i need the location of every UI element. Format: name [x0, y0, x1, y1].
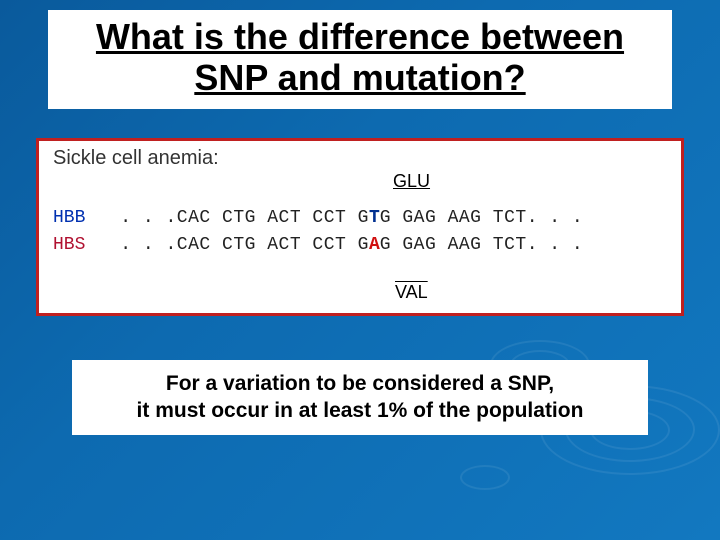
seq-suffix-2: G GAG AAG TCT. . . [380, 235, 583, 255]
title-line2: SNP and mutation? [194, 57, 525, 98]
mutation-base-hbs: A [369, 235, 380, 255]
sequence-diagram: Sickle cell anemia: GLU HBB . . .CAC CTG… [36, 138, 684, 316]
gene-label-hbb: HBB [53, 205, 109, 232]
caption-text: For a variation to be considered a SNP, … [88, 370, 632, 425]
amino-acid-bottom: VAL [395, 282, 428, 303]
slide-title: What is the difference between SNP and m… [66, 16, 654, 99]
caption-line1: For a variation to be considered a SNP, [166, 372, 554, 395]
sequence-row-hbs: HBS . . .CAC CTG ACT CCT GAG GAG AAG TCT… [53, 232, 667, 259]
seq-suffix-1: G GAG AAG TCT. . . [380, 208, 583, 228]
sequence-block: HBB . . .CAC CTG ACT CCT GTG GAG AAG TCT… [53, 205, 667, 259]
mutation-base-hbb: T [369, 208, 380, 228]
gene-label-hbs: HBS [53, 232, 109, 259]
sequence-row-hbb: HBB . . .CAC CTG ACT CCT GTG GAG AAG TCT… [53, 205, 667, 232]
seq-prefix-1: . . .CAC CTG ACT CCT G [109, 208, 369, 228]
seq-prefix-2: . . .CAC CTG ACT CCT G [109, 235, 369, 255]
slide-title-box: What is the difference between SNP and m… [48, 10, 672, 109]
diagram-heading: Sickle cell anemia: [53, 147, 667, 170]
caption-box: For a variation to be considered a SNP, … [72, 360, 648, 435]
title-line1: What is the difference between [96, 16, 624, 57]
caption-line2: it must occur in at least 1% of the popu… [137, 399, 584, 422]
amino-acid-top: GLU [393, 171, 430, 192]
